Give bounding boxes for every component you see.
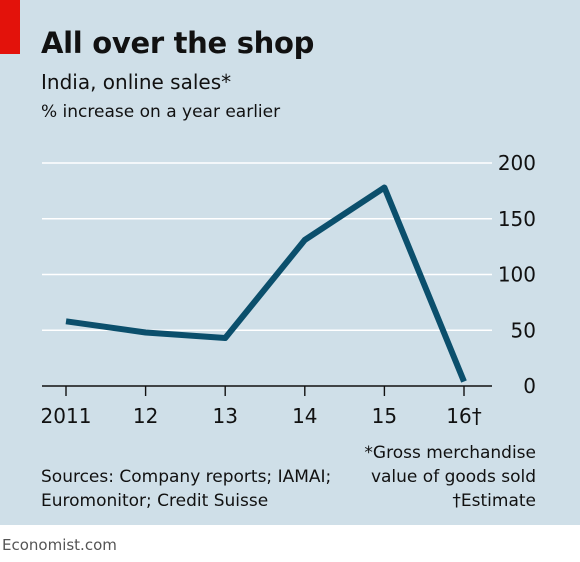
sources-note: Sources: Company reports; IAMAI; Euromon… — [41, 467, 332, 511]
brand-red-tag — [0, 0, 20, 54]
footnote-estimate: †Estimate — [452, 491, 536, 511]
chart-panel: All over the shop India, online sales* %… — [0, 0, 580, 525]
footnote-value-goods: value of goods sold — [370, 467, 536, 487]
x-tick-label-5: 16† — [446, 404, 481, 428]
footnotes: *Gross merchandise value of goods sold †… — [364, 441, 536, 513]
y-tick-label-200: 200 — [498, 151, 536, 175]
chart-subtitle: India, online sales* — [41, 70, 232, 94]
x-tick-label-4: 15 — [372, 404, 397, 428]
series-line-0 — [65, 184, 467, 383]
x-tick-label-2: 13 — [212, 404, 237, 428]
chart-unit: % increase on a year earlier — [41, 102, 281, 122]
line-chart: 0 50 100 150 200 2011 12 13 14 15 16† — [41, 151, 536, 428]
chart-title: All over the shop — [41, 26, 315, 60]
y-tick-label-50: 50 — [511, 318, 536, 342]
y-tick-label-150: 150 — [498, 207, 536, 231]
y-tick-label-100: 100 — [498, 263, 536, 287]
x-tick-label-0: 2011 — [41, 404, 92, 428]
x-tick-label-3: 14 — [292, 404, 317, 428]
x-tick-label-1: 12 — [133, 404, 158, 428]
footnote-gross-merchandise: *Gross merchandise — [364, 443, 536, 463]
y-tick-label-0: 0 — [523, 374, 536, 398]
economist-brand: Economist.com — [2, 536, 117, 554]
